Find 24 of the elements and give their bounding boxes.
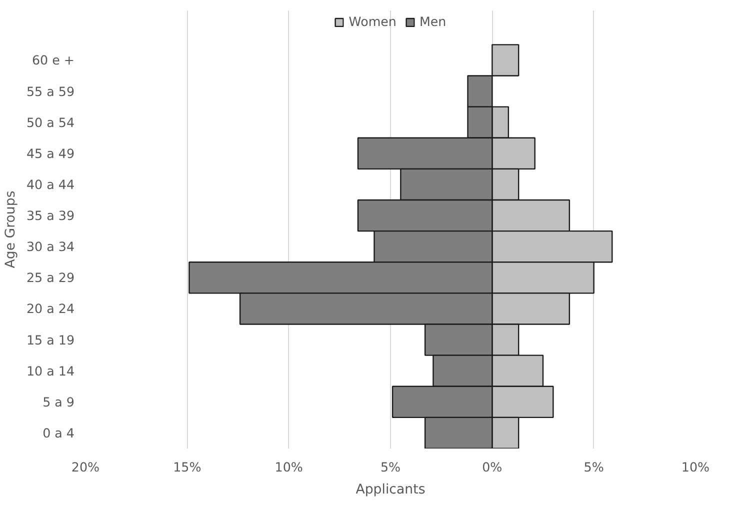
y-tick-label: 25 a 29 — [26, 270, 75, 286]
y-tick-label: 15 a 19 — [26, 332, 75, 348]
y-tick-label: 55 a 59 — [26, 84, 75, 99]
y-tick-label: 0 a 4 — [42, 425, 75, 440]
x-tick-label: 15% — [173, 460, 202, 474]
x-tick-label: 5% — [380, 460, 401, 474]
x-tick-label: 0% — [482, 460, 502, 474]
y-tick-label: 30 a 34 — [26, 239, 75, 254]
legend-label: Men — [419, 14, 446, 29]
y-tick-label: 5 a 9 — [42, 394, 75, 410]
y-tick-label: 20 a 24 — [26, 301, 75, 316]
y-axis-title: Age Groups — [3, 190, 18, 268]
x-tick-label: 20% — [71, 460, 100, 474]
y-tick-label: 60 e + — [32, 52, 75, 68]
x-axis-title: Applicants — [356, 482, 426, 498]
y-tick-label: 40 a 44 — [26, 176, 75, 192]
y-tick-label: 50 a 54 — [26, 114, 75, 130]
y-tick-label: 35 a 39 — [26, 208, 75, 224]
x-tick-label: 5% — [584, 460, 604, 474]
legend-label: Women — [348, 14, 396, 29]
x-tick-label: 10% — [274, 460, 303, 474]
y-tick-label: 10 a 14 — [26, 363, 75, 378]
y-tick-label: 45 a 49 — [26, 146, 75, 161]
x-tick-label: 10% — [681, 460, 710, 474]
